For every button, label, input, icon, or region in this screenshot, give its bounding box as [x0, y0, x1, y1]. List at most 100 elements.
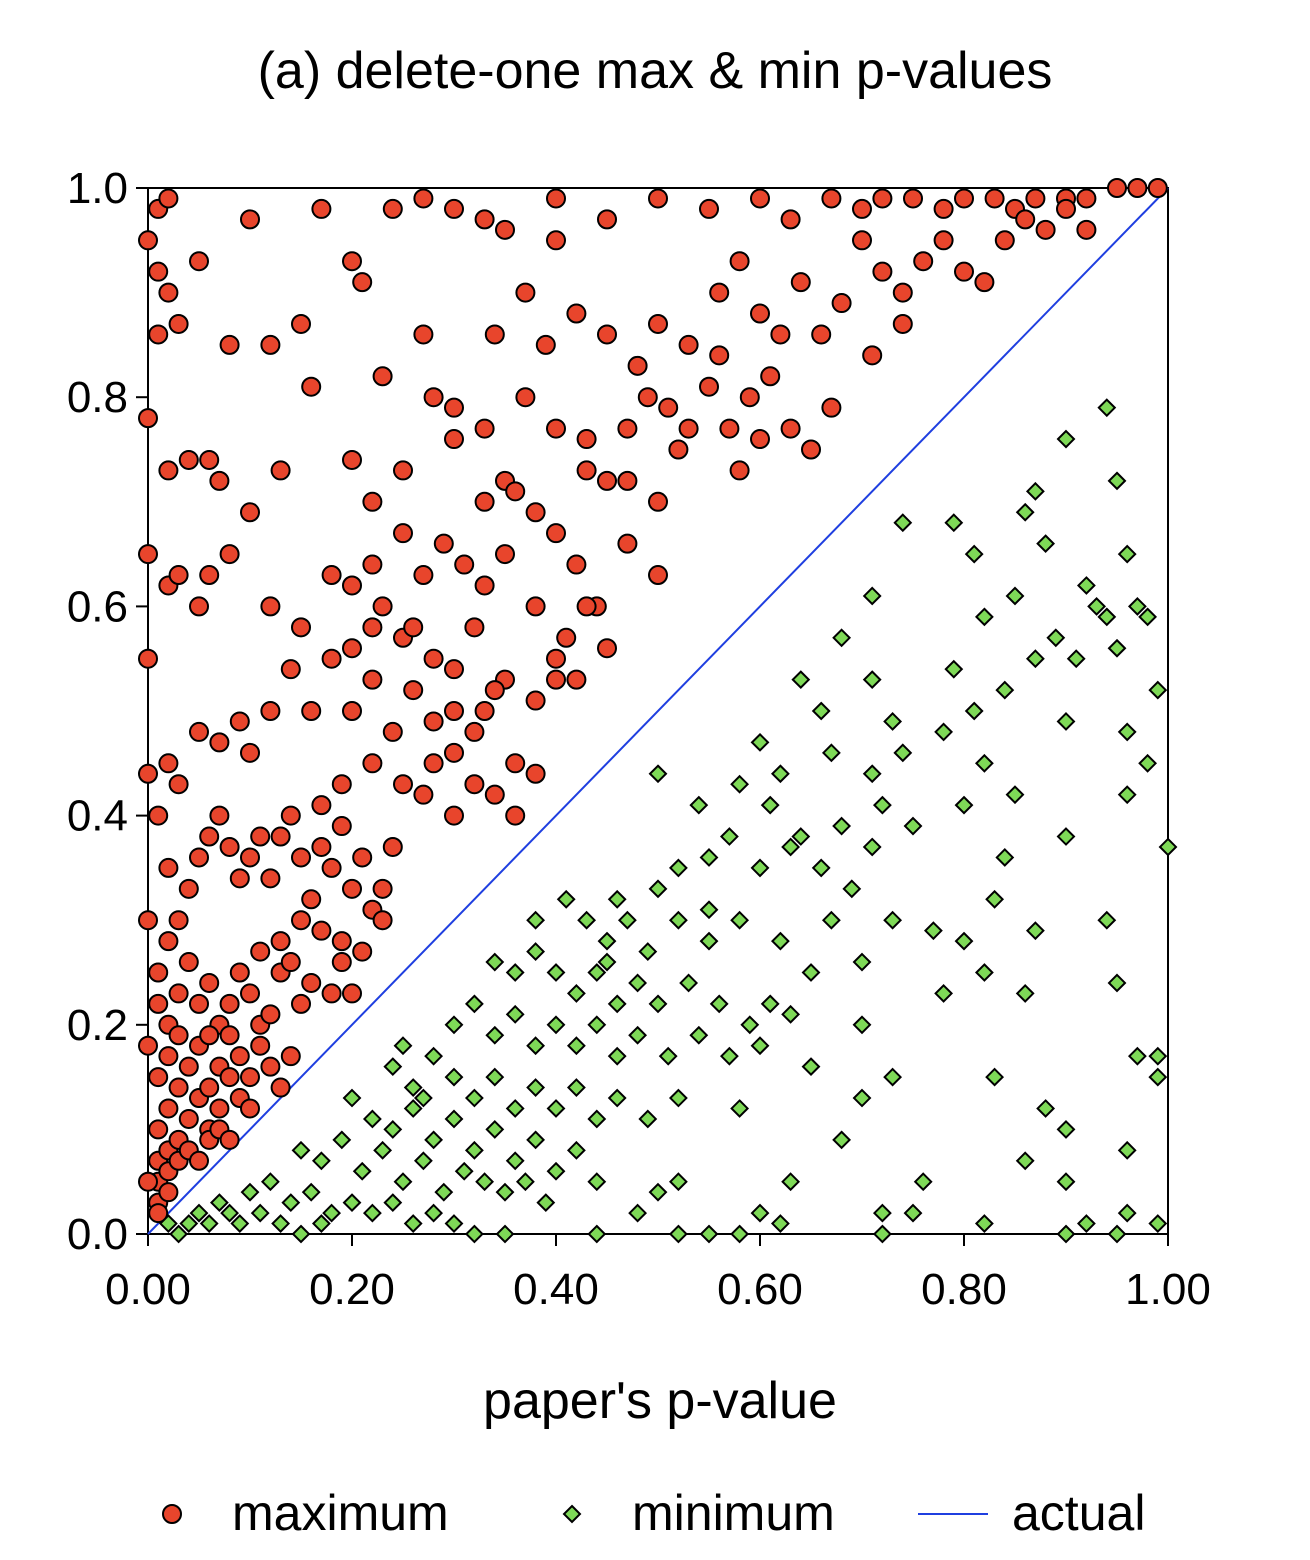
maximum-point	[1076, 188, 1097, 209]
maximum-point	[852, 198, 872, 219]
maximum-point	[444, 198, 464, 219]
maximum-point	[1076, 219, 1097, 240]
maximum-point	[331, 952, 352, 973]
minimum-point	[689, 795, 709, 815]
minimum-point	[1005, 785, 1025, 805]
minimum-point	[852, 1088, 872, 1108]
minimum-point	[240, 1182, 260, 1202]
maximum-point	[291, 617, 311, 638]
maximum-point	[158, 460, 179, 481]
maximum-point	[291, 847, 311, 868]
minimum-point	[801, 963, 821, 982]
minimum-point	[526, 1078, 546, 1097]
maximum-point	[739, 387, 760, 408]
maximum-point	[444, 701, 464, 721]
maximum-point	[311, 920, 332, 941]
maximum-point	[260, 596, 281, 617]
minimum-point	[954, 931, 974, 951]
minimum-point	[791, 670, 811, 690]
maximum-point	[994, 230, 1015, 251]
y-tick-label: 0.8	[67, 373, 128, 422]
minimum-point	[403, 1078, 423, 1097]
actual-series-group	[147, 187, 1169, 1235]
minimum-point	[587, 1172, 607, 1192]
minimum-point	[597, 952, 617, 972]
maximum-point	[1025, 188, 1046, 209]
minimum-point	[923, 921, 943, 941]
maximum-point	[199, 1025, 220, 1046]
y-tick-label: 0.4	[67, 792, 128, 841]
maximum-point	[597, 638, 617, 659]
maximum-point	[505, 805, 526, 826]
minimum-point	[883, 910, 903, 930]
minimum-point	[699, 1224, 719, 1244]
y-tick-label: 0.0	[67, 1210, 128, 1259]
maximum-point	[148, 1203, 169, 1224]
maximum-point	[219, 544, 240, 565]
minimum-point	[546, 1099, 566, 1118]
minimum-point	[546, 963, 566, 982]
minimum-point	[1107, 1224, 1127, 1244]
maximum-point	[331, 816, 352, 837]
minimum-point	[893, 743, 913, 763]
maximum-point	[413, 188, 434, 209]
maximum-point	[892, 313, 913, 334]
maximum-point	[535, 334, 556, 355]
minimum-point	[1148, 1067, 1168, 1087]
minimum-point	[1097, 398, 1117, 418]
minimum-point	[301, 1182, 321, 1202]
minimum-point	[770, 931, 790, 951]
maximum-point	[413, 565, 434, 586]
maximum-point	[790, 272, 811, 293]
minimum-point	[617, 910, 637, 930]
minimum-point	[1138, 753, 1158, 773]
maximum-point	[729, 460, 750, 481]
maximum-point	[525, 690, 546, 711]
minimum-point	[648, 879, 668, 899]
maximum-point	[648, 313, 668, 334]
maximum-point	[393, 523, 413, 544]
maximum-point	[444, 397, 464, 418]
maximum-point	[362, 491, 383, 512]
maximum-point	[158, 188, 179, 209]
minimum-point	[434, 1182, 454, 1202]
minimum-point	[679, 973, 699, 993]
maximum-point	[250, 1035, 271, 1056]
minimum-point	[638, 942, 658, 961]
minimum-series-group	[158, 398, 1178, 1244]
minimum-point	[352, 1161, 372, 1181]
maximum-point	[138, 763, 158, 784]
maximum-point	[852, 230, 872, 251]
maximum-point	[301, 889, 322, 910]
minimum-point	[730, 774, 750, 794]
minimum-point	[444, 1109, 464, 1129]
maximum-point	[566, 669, 587, 690]
minimum-point	[811, 858, 831, 878]
maximum-point	[1056, 198, 1076, 219]
maximum-point	[556, 627, 577, 648]
minimum-point	[1127, 1046, 1147, 1066]
maximum-point	[546, 418, 566, 439]
maximum-point	[148, 993, 169, 1014]
minimum-point	[475, 1172, 495, 1192]
maximum-point	[750, 429, 770, 450]
maximum-point	[566, 303, 587, 324]
maximum-point	[474, 701, 495, 721]
maximum-point	[158, 1098, 179, 1119]
minimum-point	[964, 544, 984, 564]
minimum-point	[546, 1015, 566, 1035]
minimum-point	[740, 1015, 760, 1035]
maximum-point	[821, 397, 842, 418]
minimum-point	[750, 1036, 770, 1056]
minimum-point	[668, 858, 688, 878]
maximum-point	[423, 648, 444, 669]
maximum-point	[178, 878, 199, 899]
minimum-point	[1117, 1203, 1137, 1223]
minimum-point	[393, 1172, 413, 1192]
maximum-point	[444, 429, 464, 450]
maximum-point	[862, 345, 883, 366]
maximum-point	[138, 648, 158, 669]
maximum-point	[576, 596, 597, 617]
minimum-point	[913, 1172, 933, 1192]
